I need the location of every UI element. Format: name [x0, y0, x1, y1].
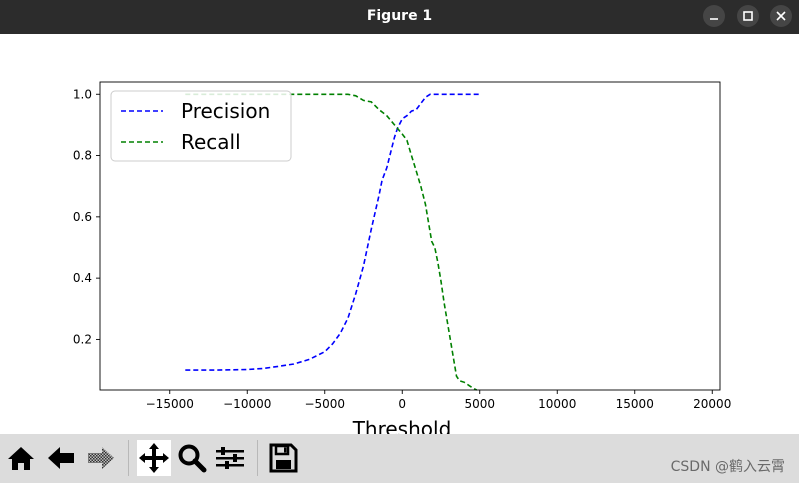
toolbar-separator	[257, 440, 258, 476]
save-icon	[269, 443, 298, 473]
y-tick-label: 1.0	[73, 87, 92, 101]
figure-canvas[interactable]: −15000 −10000 −5000 0 5000 10000 15000 20000 0.2…	[0, 34, 799, 434]
forward-button[interactable]	[84, 440, 118, 476]
window-titlebar: Figure 1	[0, 0, 799, 34]
x-tick-label: 20000	[693, 397, 731, 411]
configure-subplots-button[interactable]	[213, 440, 247, 476]
minimize-button[interactable]	[703, 5, 725, 27]
x-tick-label: −10000	[223, 397, 271, 411]
x-tick-label: −5000	[304, 397, 345, 411]
x-tick-label: 10000	[538, 397, 576, 411]
close-icon	[776, 11, 786, 21]
legend-box	[110, 90, 292, 162]
y-tick-label: 0.8	[73, 149, 92, 163]
close-button[interactable]	[770, 5, 792, 27]
save-button[interactable]	[266, 440, 300, 476]
back-arrow-icon	[48, 447, 74, 469]
maximize-icon	[743, 11, 753, 21]
forward-arrow-icon	[88, 447, 114, 469]
navigation-toolbar	[0, 434, 799, 483]
minimize-icon	[710, 18, 718, 20]
pan-button[interactable]	[137, 440, 171, 476]
x-axis-label: Threshold	[352, 417, 452, 434]
watermark-text: CSDN @鹤入云霄	[670, 459, 785, 475]
zoom-button[interactable]	[175, 440, 209, 476]
y-tick-label: 0.2	[73, 332, 92, 346]
plot-frame	[99, 81, 721, 391]
back-button[interactable]	[44, 440, 78, 476]
pan-icon	[139, 443, 169, 473]
home-icon	[8, 447, 34, 470]
series-line-precision	[185, 93, 480, 371]
configure-subplots-icon	[216, 447, 244, 469]
x-tick-label: 15000	[616, 397, 654, 411]
zoom-icon	[178, 444, 207, 473]
x-tick-label: 0	[398, 397, 406, 411]
x-tick-label: 5000	[464, 397, 495, 411]
series-line-recall	[185, 93, 478, 391]
home-button[interactable]	[4, 440, 38, 476]
precision-recall-chart: −15000 −10000 −5000 0 5000 10000 15000 20000 0.2…	[73, 81, 731, 434]
maximize-button[interactable]	[737, 5, 759, 27]
legend-label-precision: Precision	[181, 99, 270, 123]
legend-label-recall: Recall	[181, 130, 241, 154]
x-tick-label: −15000	[146, 397, 194, 411]
window-title: Figure 1	[366, 8, 433, 24]
y-tick-label: 0.4	[73, 271, 92, 285]
y-tick-label: 0.6	[73, 210, 92, 224]
toolbar-separator	[128, 440, 129, 476]
